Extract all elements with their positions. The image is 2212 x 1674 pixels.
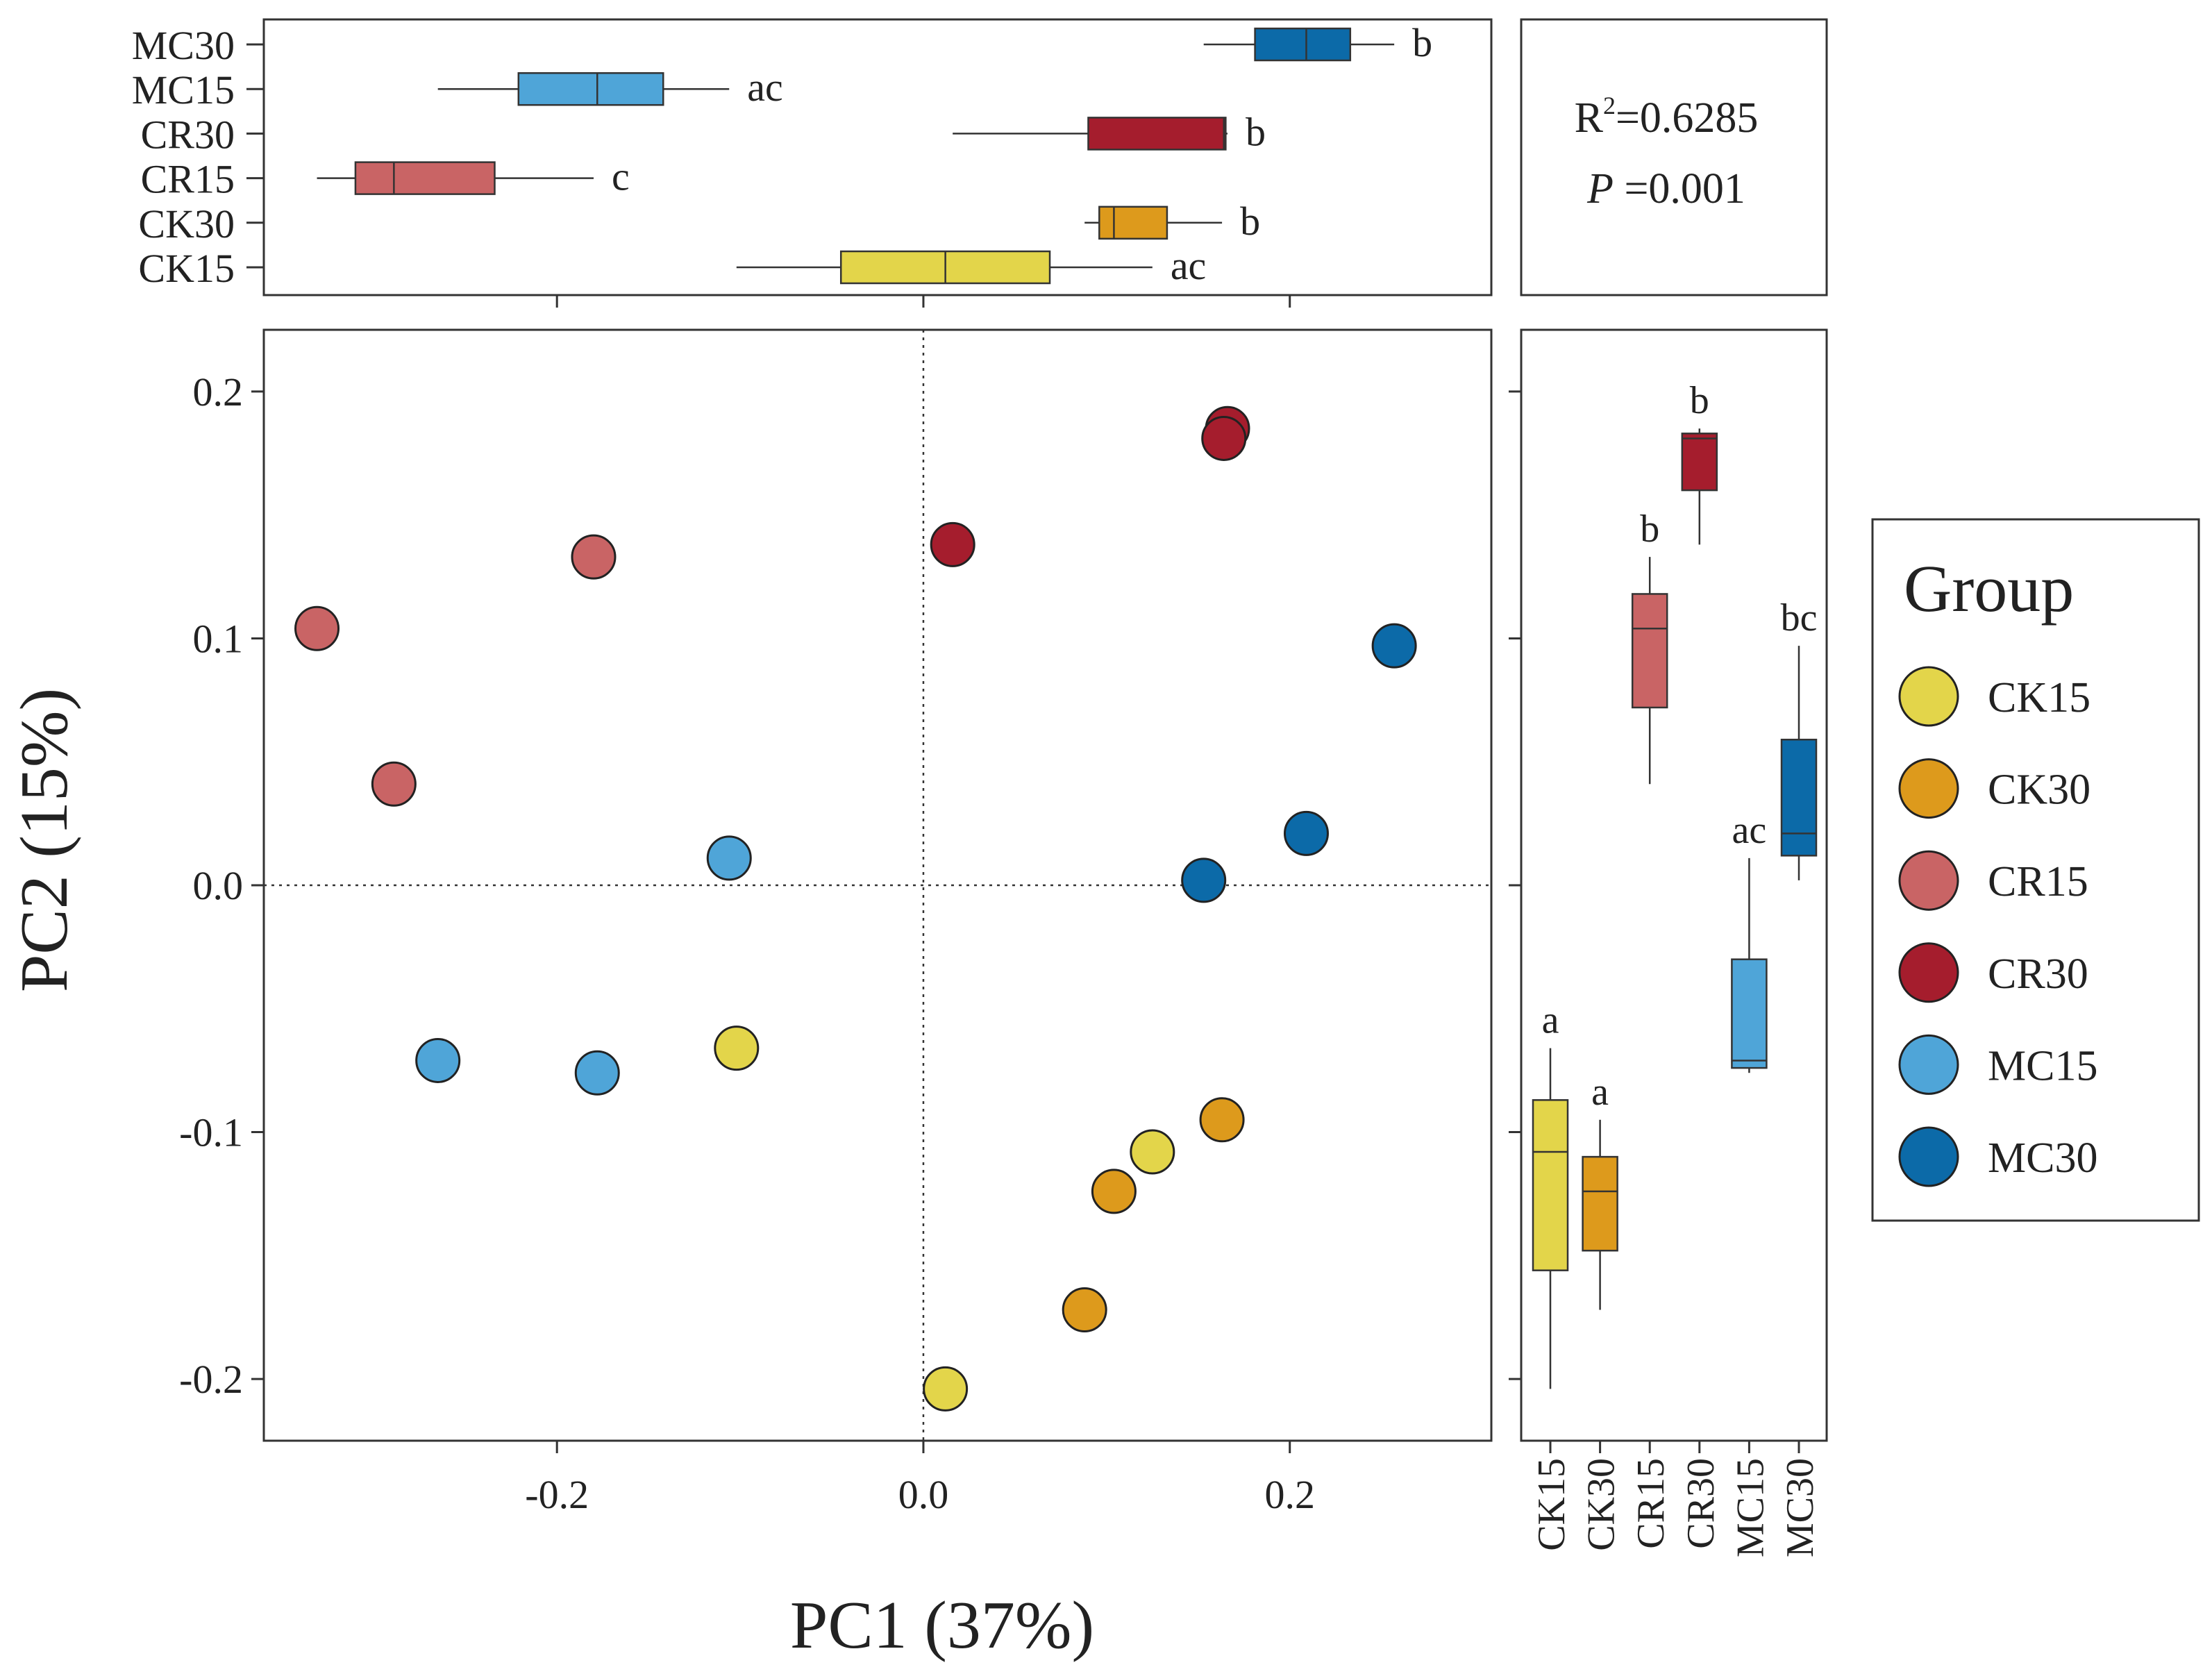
right-box-cr15 — [1631, 593, 1668, 709]
y-tick-label: -0.1 — [179, 1110, 243, 1155]
right-category-label: CR30 — [1679, 1458, 1723, 1549]
right-letter-ck15: a — [1542, 999, 1559, 1042]
y-tick-label: 0.1 — [193, 616, 244, 661]
y-axis: -0.2 -0.1 0.0 0.1 0.2 — [179, 369, 264, 1402]
x-tick-label: -0.2 — [525, 1472, 589, 1517]
right-box-ck15 — [1532, 1099, 1569, 1271]
top-box-mc15 — [517, 72, 664, 106]
right-category-label: CK15 — [1530, 1458, 1573, 1551]
scatter-point-mc15 — [706, 835, 752, 881]
scatter-point-ck15 — [923, 1366, 969, 1412]
right-category-label: MC15 — [1729, 1458, 1772, 1557]
p-value-text: P =0.001 — [1586, 165, 1745, 212]
legend-swatch-ck30 — [1898, 758, 1959, 819]
scatter-point-mc15 — [415, 1037, 461, 1083]
top-category-label: MC15 — [132, 67, 235, 112]
scatter-point-ck15 — [714, 1026, 760, 1071]
right-box-mc30 — [1780, 738, 1818, 857]
top-category-label: CR30 — [141, 112, 235, 157]
x-tick-label: 0.0 — [898, 1472, 949, 1517]
right-box-ck30 — [1582, 1155, 1618, 1252]
scatter-point-mc30 — [1371, 623, 1417, 669]
top-category-label: MC30 — [132, 23, 235, 68]
scatter-point-mc15 — [574, 1050, 620, 1096]
legend-title: Group — [1904, 551, 2074, 626]
legend-swatch-cr30 — [1898, 942, 1959, 1003]
right-boxplot-frame — [1520, 328, 1828, 1442]
top-letter-mc30: b — [1412, 20, 1432, 65]
right-box-cr30 — [1681, 433, 1718, 492]
scatter-point-ck30 — [1091, 1169, 1137, 1214]
scatter-point-cr15 — [571, 534, 617, 580]
stats-frame — [1520, 18, 1828, 296]
r-squared-text: R2=0.6285 — [1575, 92, 1759, 142]
legend-label-ck30: CK30 — [1988, 767, 2090, 814]
scatter-point-cr15 — [294, 605, 340, 651]
scatter-point-mc30 — [1181, 857, 1227, 903]
top-box-cr30 — [1087, 117, 1227, 151]
legend-label-cr30: CR30 — [1988, 951, 2088, 998]
legend-swatch-cr15 — [1898, 850, 1959, 911]
right-letter-ck30: a — [1591, 1071, 1609, 1114]
legend-label-mc15: MC15 — [1988, 1042, 2097, 1089]
top-letter-mc15: ac — [747, 65, 783, 110]
y-tick-label: -0.2 — [179, 1357, 243, 1402]
top-box-mc30 — [1254, 27, 1352, 62]
legend-label-mc30: MC30 — [1988, 1135, 2097, 1182]
scatter-point-mc30 — [1283, 810, 1329, 856]
right-category-label: CK30 — [1580, 1458, 1623, 1551]
x-axis: -0.2 0.0 0.2 — [525, 1441, 1315, 1517]
y-tick-label: 0.0 — [193, 863, 244, 908]
right-boxplot-ticks: CK15 CK30 CR15 CR30 MC15 MC30 — [1509, 390, 1822, 1557]
legend-label-ck15: CK15 — [1988, 674, 2090, 721]
scatter-point-cr30 — [1201, 415, 1247, 461]
right-boxplot-boxes: aa b b ac bc — [1532, 379, 1818, 1389]
top-boxplot-x-ticks — [555, 295, 1291, 308]
top-letter-ck15: ac — [1171, 243, 1207, 288]
scatter-point-cr15 — [371, 761, 417, 807]
scatter-points — [294, 405, 1417, 1412]
top-letter-cr15: c — [612, 154, 630, 199]
top-category-label: CK15 — [138, 246, 235, 291]
right-letter-cr15: b — [1640, 508, 1659, 551]
top-category-label: CK30 — [138, 201, 235, 246]
legend-swatch-ck15 — [1898, 666, 1959, 727]
legend-items: CK15 CK30 CR15 CR30 MC15 MC30 — [1898, 666, 2097, 1187]
x-tick-label: 0.2 — [1264, 1472, 1315, 1517]
top-letter-cr30: b — [1246, 109, 1266, 154]
top-box-cr15 — [354, 161, 496, 195]
top-box-ck30 — [1098, 206, 1168, 240]
right-box-mc15 — [1731, 958, 1768, 1069]
right-letter-mc15: ac — [1732, 809, 1767, 852]
top-boxplot-frame — [262, 18, 1493, 296]
legend-frame — [1871, 518, 2200, 1222]
legend-swatch-mc30 — [1898, 1126, 1959, 1187]
scatter-point-ck15 — [1130, 1129, 1175, 1175]
right-category-label: CR15 — [1629, 1458, 1673, 1549]
legend-label-cr15: CR15 — [1988, 858, 2088, 905]
right-category-label: MC30 — [1779, 1458, 1822, 1557]
top-category-label: CR15 — [141, 157, 235, 202]
y-axis-label: PC2 (15%) — [7, 688, 82, 992]
scatter-point-ck30 — [1062, 1287, 1107, 1333]
scatter-point-ck30 — [1199, 1097, 1245, 1143]
zero-reference-lines — [264, 330, 1491, 1441]
right-letter-mc30: bc — [1781, 596, 1818, 639]
right-letter-cr30: b — [1690, 379, 1709, 422]
legend-swatch-mc15 — [1898, 1034, 1959, 1095]
y-tick-label: 0.2 — [193, 369, 244, 415]
scatter-point-cr30 — [930, 521, 975, 567]
x-axis-label: PC1 (37%) — [790, 1588, 1094, 1663]
top-letter-ck30: b — [1240, 199, 1260, 244]
